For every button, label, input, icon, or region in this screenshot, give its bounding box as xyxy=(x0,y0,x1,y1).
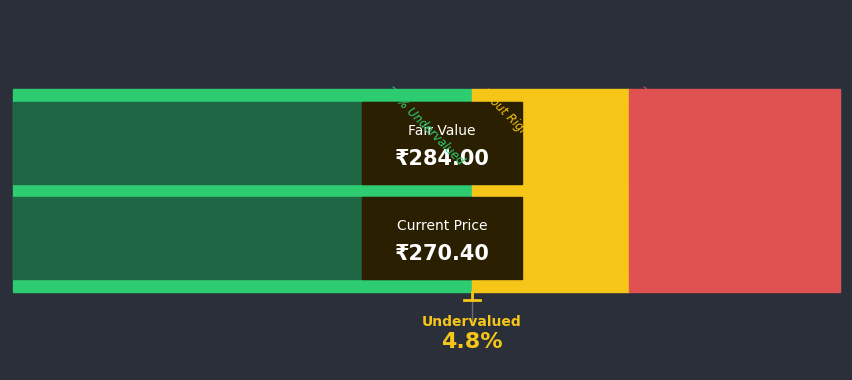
Text: 20% Undervalued: 20% Undervalued xyxy=(383,84,466,168)
Text: 20% Overvalued: 20% Overvalued xyxy=(633,84,711,163)
Bar xyxy=(471,197,629,279)
Bar xyxy=(629,102,839,184)
Text: ₹284.00: ₹284.00 xyxy=(394,149,489,169)
Text: Current Price: Current Price xyxy=(396,219,486,233)
Bar xyxy=(13,89,471,102)
Bar xyxy=(471,89,629,102)
Bar xyxy=(13,184,471,197)
Bar xyxy=(629,279,839,292)
Text: Fair Value: Fair Value xyxy=(408,124,475,138)
Bar xyxy=(13,197,471,279)
Text: Undervalued: Undervalued xyxy=(422,315,521,329)
Bar xyxy=(13,197,471,279)
Bar xyxy=(471,184,629,197)
Text: 4.8%: 4.8% xyxy=(440,332,502,352)
Bar xyxy=(13,102,471,184)
Bar xyxy=(361,197,521,279)
Bar xyxy=(471,279,629,292)
Text: ₹270.40: ₹270.40 xyxy=(394,244,489,264)
Bar xyxy=(471,102,629,184)
Bar xyxy=(13,102,471,184)
Bar xyxy=(361,102,521,184)
Bar xyxy=(629,197,839,279)
Bar xyxy=(13,279,471,292)
Bar xyxy=(629,184,839,197)
Bar xyxy=(629,89,839,102)
Text: About Right: About Right xyxy=(476,84,535,142)
